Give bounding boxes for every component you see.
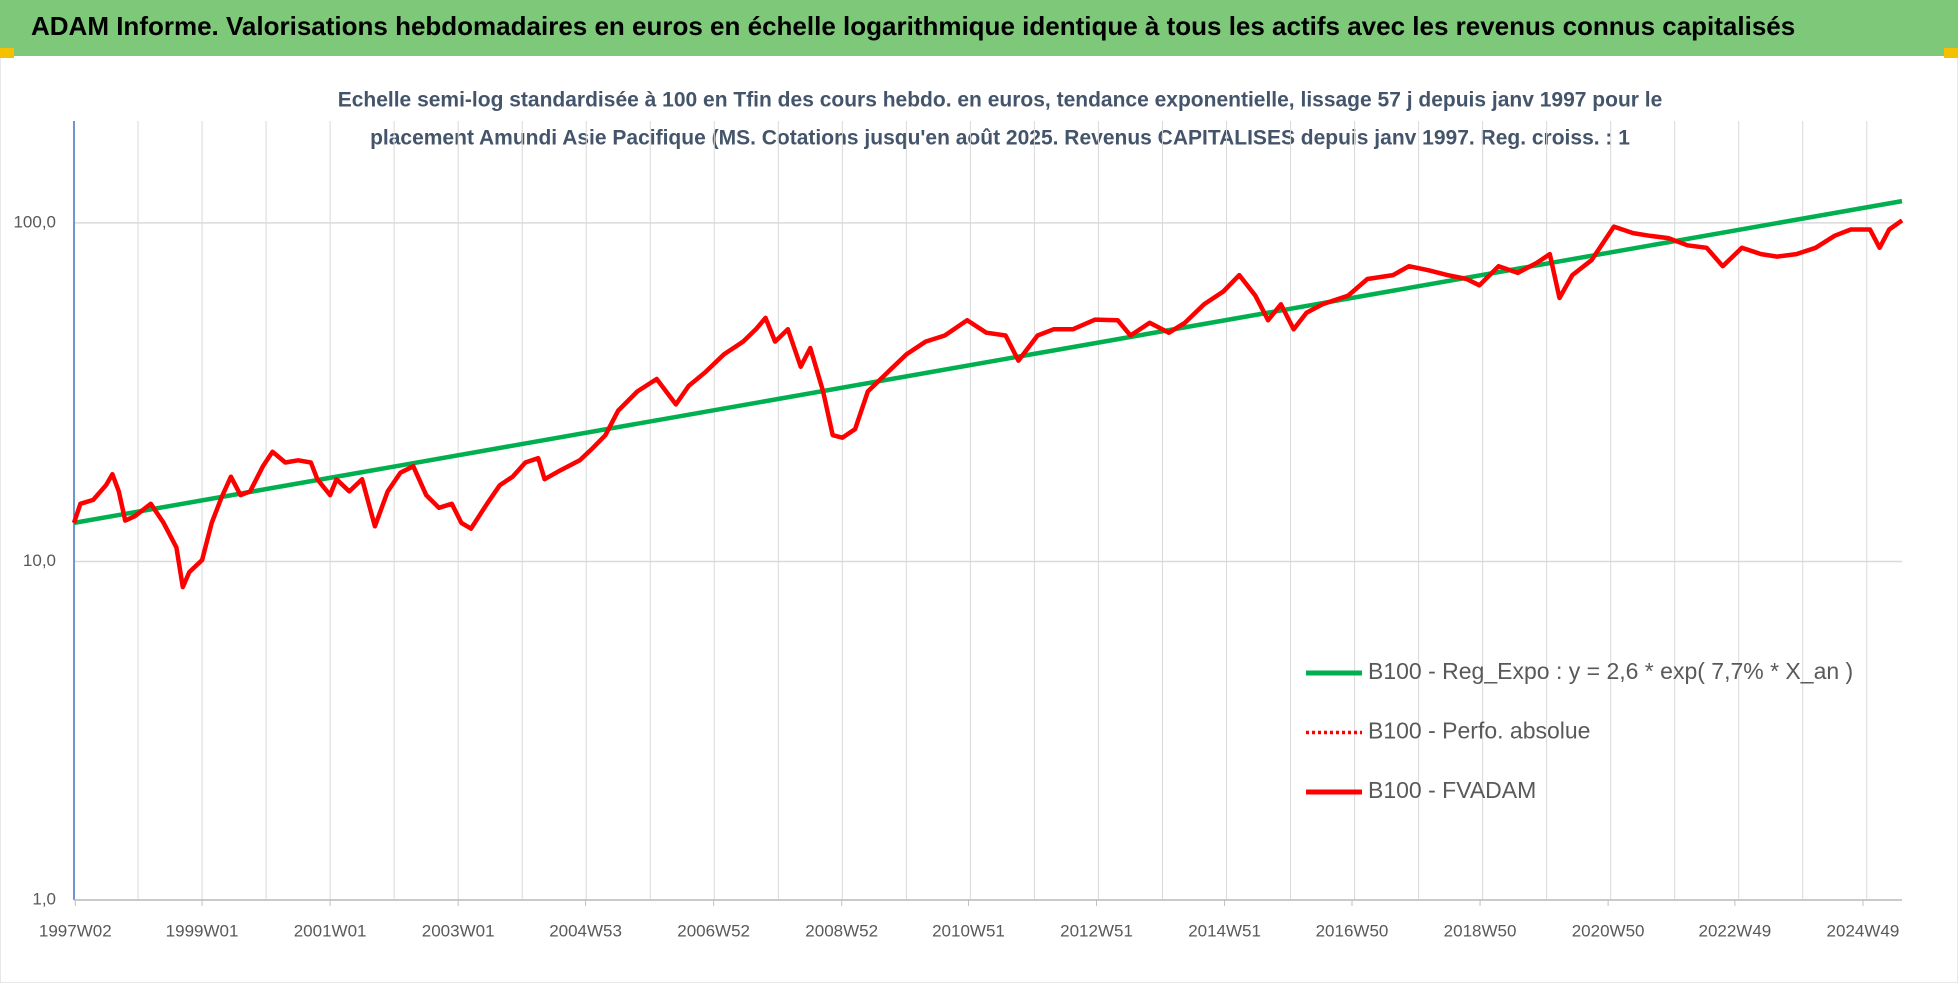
title-bar: [0, 0, 1958, 56]
corner: [1944, 48, 1958, 58]
x-tick-label: 2004W53: [549, 921, 622, 940]
y-tick-label: 1,0: [32, 889, 56, 908]
x-tick-label: 2014W51: [1188, 921, 1261, 940]
x-tick-label: 2022W49: [1698, 921, 1771, 940]
x-tick-label: 2012W51: [1060, 921, 1133, 940]
y-tick-label: 10,0: [23, 551, 56, 570]
x-tick-label: 1997W02: [39, 921, 112, 940]
x-tick-label: 2010W51: [932, 921, 1005, 940]
x-tick-label: 2003W01: [422, 921, 495, 940]
legend-label: B100 - Reg_Expo : y = 2,6 * exp( 7,7% * …: [1368, 658, 1853, 684]
x-tick-label: 2001W01: [294, 921, 367, 940]
legend-label: B100 - FVADAM: [1368, 777, 1536, 803]
x-tick-label: 1999W01: [166, 921, 239, 940]
x-tick-label: 2006W52: [677, 921, 750, 940]
subtitle: Echelle semi-log standardisée à 100 en T…: [338, 89, 1663, 112]
series-line: [71, 218, 1904, 590]
subtitle: placement Amundi Asie Pacifique (MS. Cot…: [370, 127, 1630, 150]
x-tick-label: 2018W50: [1444, 921, 1517, 940]
x-tick-label: 2024W49: [1827, 921, 1900, 940]
y-tick-label: 100,0: [13, 212, 56, 231]
legend-label: B100 - Perfo. absolue: [1368, 718, 1590, 744]
x-tick-label: 2020W50: [1572, 921, 1645, 940]
x-tick-label: 2008W52: [805, 921, 878, 940]
corner: [0, 48, 14, 58]
chart-title: ADAM Informe. Valorisations hebdomadaire…: [31, 11, 1795, 41]
x-tick-label: 2016W50: [1316, 921, 1389, 940]
